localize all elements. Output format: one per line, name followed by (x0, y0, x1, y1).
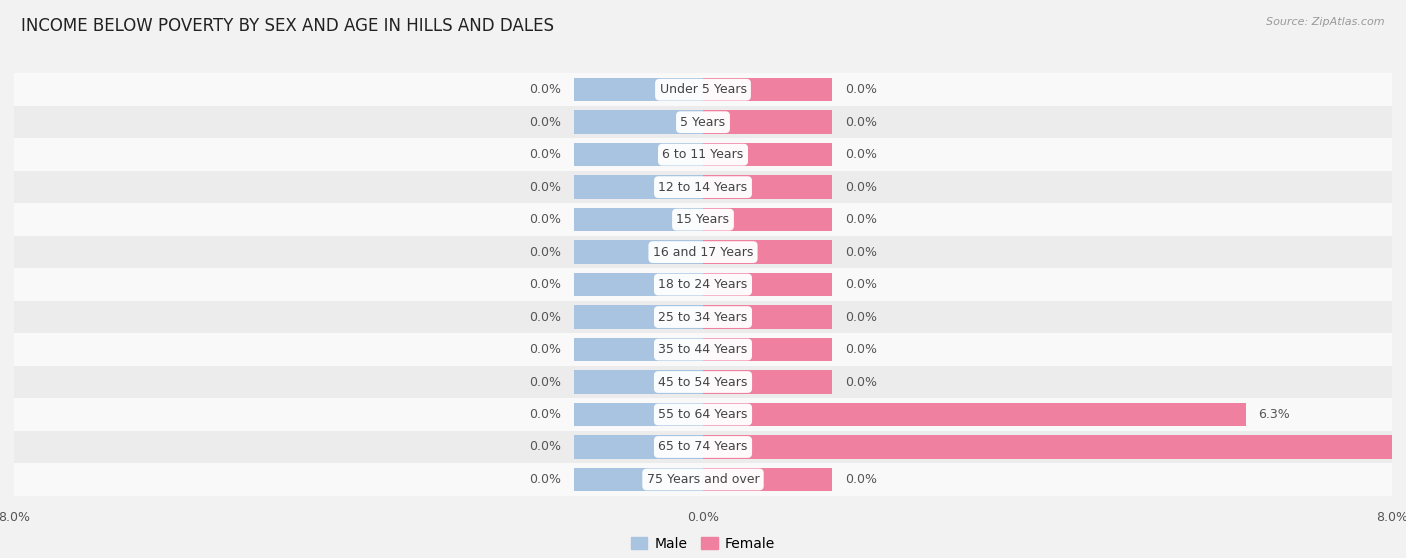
Bar (14, 398, 1392, 431)
Text: 0.0%: 0.0% (845, 246, 877, 258)
Text: 0.0%: 0.0% (529, 473, 561, 486)
Text: 0.0%: 0.0% (529, 343, 561, 356)
Text: 6.3%: 6.3% (1258, 408, 1291, 421)
Text: 0.0%: 0.0% (529, 376, 561, 388)
Legend: Male, Female: Male, Female (626, 531, 780, 556)
Bar (14, 236, 1392, 268)
Bar (574, 305, 703, 329)
Text: 0.0%: 0.0% (529, 116, 561, 129)
Text: 18 to 24 Years: 18 to 24 Years (658, 278, 748, 291)
Text: 16 and 17 Years: 16 and 17 Years (652, 246, 754, 258)
Bar (703, 338, 832, 361)
Text: 0.0%: 0.0% (845, 213, 877, 226)
Text: 0.0%: 0.0% (845, 278, 877, 291)
Bar (14, 463, 1392, 496)
Text: 0.0%: 0.0% (845, 181, 877, 194)
Bar (703, 175, 832, 199)
Bar (14, 268, 1392, 301)
Bar (703, 208, 832, 232)
Text: 0.0%: 0.0% (845, 343, 877, 356)
Bar (14, 431, 1392, 463)
Text: 6 to 11 Years: 6 to 11 Years (662, 148, 744, 161)
Bar (14, 333, 1392, 366)
Bar (574, 143, 703, 166)
Text: 0.0%: 0.0% (529, 408, 561, 421)
Bar (574, 240, 703, 264)
Text: Source: ZipAtlas.com: Source: ZipAtlas.com (1267, 17, 1385, 27)
Bar (703, 305, 832, 329)
Text: 0.0%: 0.0% (529, 83, 561, 96)
Text: 0.0%: 0.0% (845, 83, 877, 96)
Bar (703, 273, 832, 296)
Text: 75 Years and over: 75 Years and over (647, 473, 759, 486)
Bar (574, 371, 703, 394)
Bar (703, 435, 1392, 459)
Text: 0.0%: 0.0% (845, 376, 877, 388)
Text: 5 Years: 5 Years (681, 116, 725, 129)
Text: 65 to 74 Years: 65 to 74 Years (658, 440, 748, 454)
Bar (14, 171, 1392, 203)
Text: INCOME BELOW POVERTY BY SEX AND AGE IN HILLS AND DALES: INCOME BELOW POVERTY BY SEX AND AGE IN H… (21, 17, 554, 35)
Bar (574, 435, 703, 459)
Bar (574, 338, 703, 361)
Text: 0.0%: 0.0% (845, 311, 877, 324)
Text: 0.0%: 0.0% (845, 148, 877, 161)
Bar (14, 301, 1392, 333)
Text: 0.0%: 0.0% (529, 181, 561, 194)
Bar (574, 208, 703, 232)
Text: 15 Years: 15 Years (676, 213, 730, 226)
Text: Under 5 Years: Under 5 Years (659, 83, 747, 96)
Bar (703, 110, 832, 134)
Bar (14, 366, 1392, 398)
Bar (703, 468, 832, 491)
Text: 0.0%: 0.0% (529, 278, 561, 291)
Bar (574, 110, 703, 134)
Text: 25 to 34 Years: 25 to 34 Years (658, 311, 748, 324)
Text: 0.0%: 0.0% (529, 213, 561, 226)
Bar (574, 273, 703, 296)
Text: 0.0%: 0.0% (845, 116, 877, 129)
Bar (703, 403, 1246, 426)
Text: 0.0%: 0.0% (845, 473, 877, 486)
Text: 0.0%: 0.0% (529, 246, 561, 258)
Text: 0.0%: 0.0% (529, 148, 561, 161)
Text: 12 to 14 Years: 12 to 14 Years (658, 181, 748, 194)
Text: 35 to 44 Years: 35 to 44 Years (658, 343, 748, 356)
Bar (574, 175, 703, 199)
Bar (574, 468, 703, 491)
Bar (574, 78, 703, 102)
Bar (703, 240, 832, 264)
Bar (14, 74, 1392, 106)
Bar (574, 403, 703, 426)
Text: 0.0%: 0.0% (529, 440, 561, 454)
Bar (703, 371, 832, 394)
Bar (14, 203, 1392, 236)
Bar (14, 106, 1392, 138)
Text: 45 to 54 Years: 45 to 54 Years (658, 376, 748, 388)
Bar (703, 78, 832, 102)
Text: 55 to 64 Years: 55 to 64 Years (658, 408, 748, 421)
Text: 0.0%: 0.0% (529, 311, 561, 324)
Bar (703, 143, 832, 166)
Bar (14, 138, 1392, 171)
